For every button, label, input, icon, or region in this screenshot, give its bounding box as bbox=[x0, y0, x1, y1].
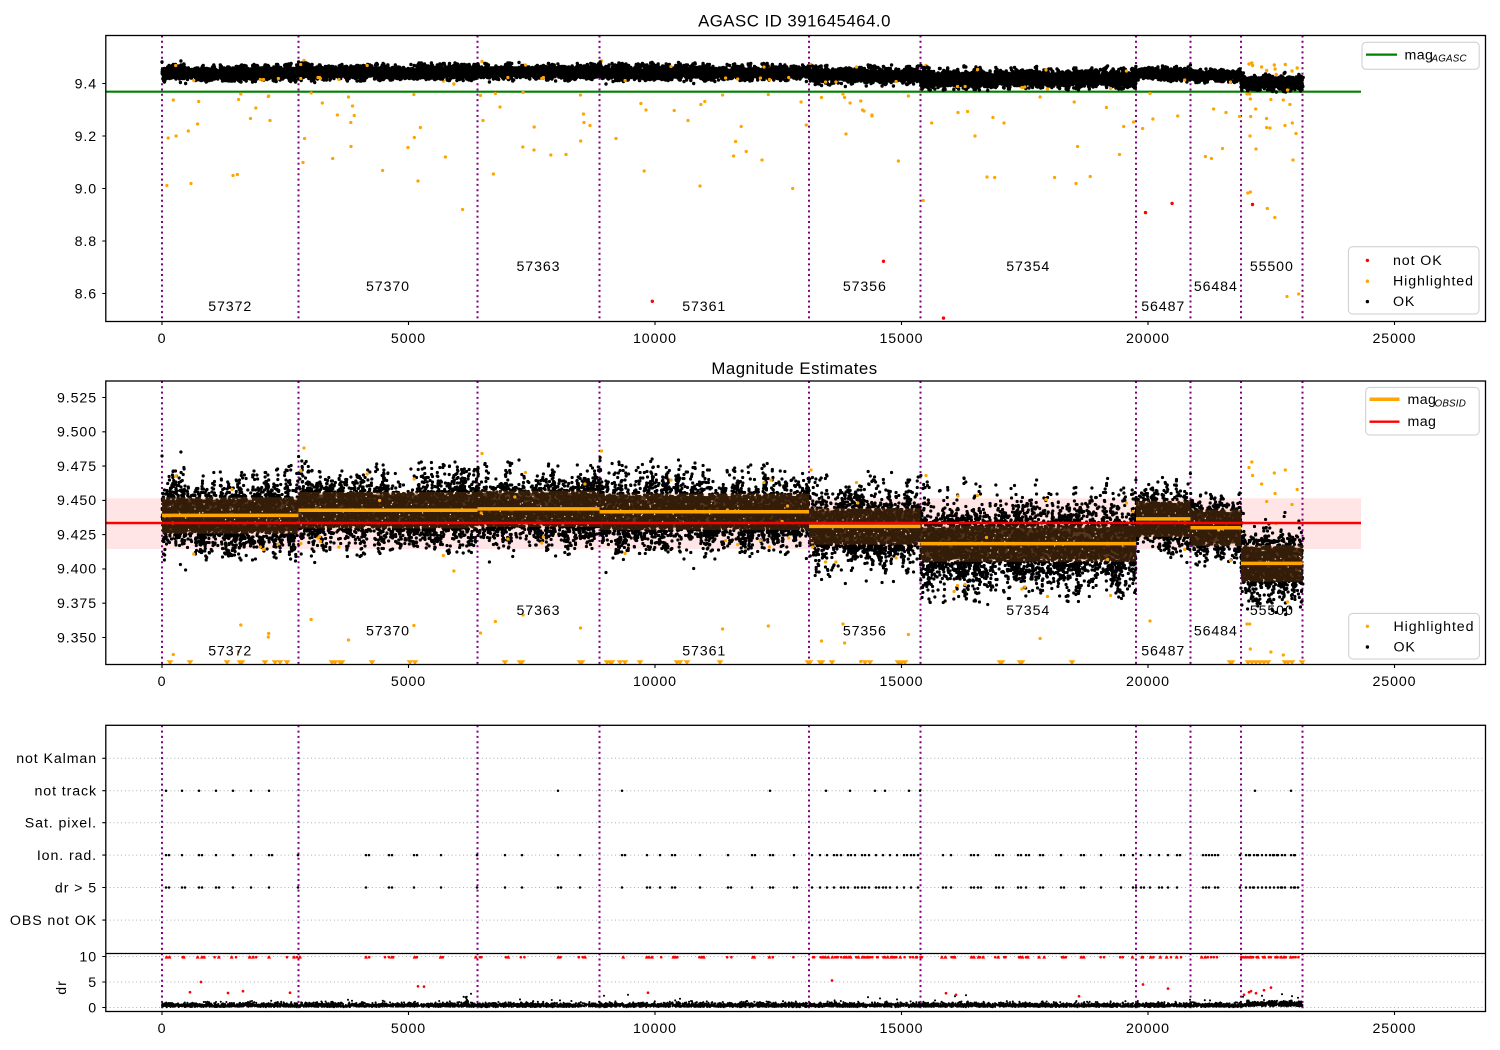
svg-text:Ion. rad.: Ion. rad. bbox=[37, 848, 97, 864]
svg-text:OK: OK bbox=[1394, 640, 1416, 656]
svg-text:5: 5 bbox=[88, 975, 97, 991]
svg-text:dr: dr bbox=[54, 980, 70, 994]
svg-text:OBS not OK: OBS not OK bbox=[10, 913, 97, 929]
svg-text:20000: 20000 bbox=[1126, 331, 1170, 347]
svg-text:0: 0 bbox=[158, 331, 167, 347]
svg-text:mag: mag bbox=[1408, 392, 1437, 408]
svg-text:57370: 57370 bbox=[366, 279, 410, 295]
svg-text:Sat. pixel.: Sat. pixel. bbox=[25, 816, 97, 832]
svg-text:0: 0 bbox=[158, 1021, 167, 1037]
svg-text:57372: 57372 bbox=[208, 644, 252, 660]
svg-text:5000: 5000 bbox=[391, 1021, 426, 1037]
svg-text:Magnitude Estimates: Magnitude Estimates bbox=[711, 359, 877, 378]
svg-text:5000: 5000 bbox=[391, 331, 426, 347]
svg-text:57354: 57354 bbox=[1006, 603, 1050, 619]
svg-text:15000: 15000 bbox=[880, 674, 924, 690]
svg-text:9.450: 9.450 bbox=[57, 493, 97, 509]
svg-text:Highlighted: Highlighted bbox=[1394, 619, 1475, 635]
svg-text:57370: 57370 bbox=[366, 624, 410, 640]
svg-text:AGASC: AGASC bbox=[1431, 54, 1468, 65]
svg-text:not OK: not OK bbox=[1393, 253, 1443, 269]
svg-text:9.0: 9.0 bbox=[75, 181, 97, 197]
svg-text:25000: 25000 bbox=[1373, 331, 1417, 347]
svg-text:not Kalman: not Kalman bbox=[16, 751, 97, 767]
svg-text:9.475: 9.475 bbox=[57, 459, 97, 475]
svg-text:dr > 5: dr > 5 bbox=[55, 880, 97, 896]
svg-text:9.2: 9.2 bbox=[75, 129, 97, 145]
svg-text:25000: 25000 bbox=[1373, 1021, 1417, 1037]
svg-text:56487: 56487 bbox=[1141, 299, 1185, 315]
svg-text:15000: 15000 bbox=[880, 1021, 924, 1037]
svg-text:0: 0 bbox=[158, 674, 167, 690]
svg-text:57356: 57356 bbox=[843, 279, 887, 295]
svg-text:57354: 57354 bbox=[1006, 259, 1050, 275]
svg-text:AGASC ID 391645464.0: AGASC ID 391645464.0 bbox=[698, 12, 891, 31]
svg-text:15000: 15000 bbox=[880, 331, 924, 347]
svg-text:57361: 57361 bbox=[682, 299, 726, 315]
svg-text:10000: 10000 bbox=[633, 674, 677, 690]
svg-text:57372: 57372 bbox=[208, 299, 252, 315]
svg-text:8.8: 8.8 bbox=[75, 234, 97, 250]
svg-text:10: 10 bbox=[79, 949, 97, 965]
svg-text:8.6: 8.6 bbox=[75, 286, 97, 302]
svg-text:Highlighted: Highlighted bbox=[1393, 274, 1474, 290]
svg-text:10000: 10000 bbox=[633, 331, 677, 347]
svg-text:56484: 56484 bbox=[1194, 624, 1238, 640]
svg-text:10000: 10000 bbox=[633, 1021, 677, 1037]
svg-text:OK: OK bbox=[1393, 294, 1415, 310]
svg-text:55500: 55500 bbox=[1250, 259, 1294, 275]
svg-text:9.4: 9.4 bbox=[75, 76, 97, 92]
svg-text:25000: 25000 bbox=[1373, 674, 1417, 690]
svg-text:57361: 57361 bbox=[682, 644, 726, 660]
svg-text:57363: 57363 bbox=[517, 603, 561, 619]
svg-text:mag: mag bbox=[1405, 47, 1434, 63]
svg-text:20000: 20000 bbox=[1126, 1021, 1170, 1037]
svg-text:0: 0 bbox=[88, 1000, 97, 1016]
svg-text:9.500: 9.500 bbox=[57, 425, 97, 441]
svg-text:57363: 57363 bbox=[517, 259, 561, 275]
svg-text:55500: 55500 bbox=[1250, 603, 1294, 619]
svg-text:56484: 56484 bbox=[1194, 279, 1238, 295]
svg-text:9.400: 9.400 bbox=[57, 562, 97, 578]
svg-text:9.425: 9.425 bbox=[57, 527, 97, 543]
svg-text:not track: not track bbox=[34, 784, 97, 800]
svg-text:9.375: 9.375 bbox=[57, 596, 97, 612]
svg-text:56487: 56487 bbox=[1141, 644, 1185, 660]
svg-text:9.350: 9.350 bbox=[57, 630, 97, 646]
svg-text:OBSID: OBSID bbox=[1435, 399, 1467, 410]
svg-text:5000: 5000 bbox=[391, 674, 426, 690]
svg-text:9.525: 9.525 bbox=[57, 390, 97, 406]
svg-text:mag: mag bbox=[1408, 414, 1437, 430]
svg-text:20000: 20000 bbox=[1126, 674, 1170, 690]
svg-text:57356: 57356 bbox=[843, 624, 887, 640]
